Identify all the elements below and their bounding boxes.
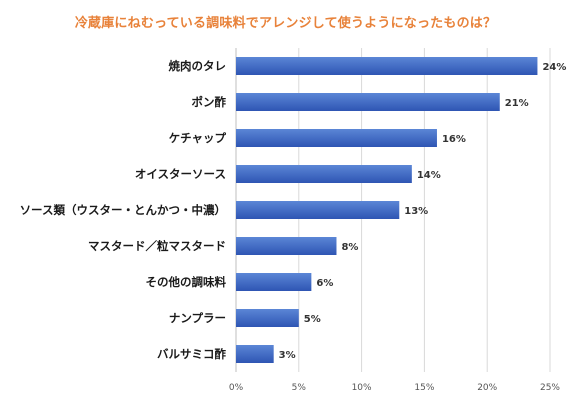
value-label: 13% <box>404 206 428 217</box>
value-label: 21% <box>505 98 529 109</box>
bars <box>236 57 538 363</box>
bar <box>236 165 412 183</box>
x-tick-label: 10% <box>352 383 372 393</box>
value-label: 6% <box>316 278 333 289</box>
category-label: マスタード／粒マスタード <box>88 239 226 253</box>
bar <box>236 273 312 291</box>
value-label: 14% <box>417 170 441 181</box>
category-label: ナンプラー <box>169 311 226 325</box>
x-tick-label: 15% <box>414 383 434 393</box>
category-label: ソース類（ウスター・とんかつ・中濃） <box>20 203 226 217</box>
value-label: 5% <box>304 314 321 325</box>
chart-title: 冷蔵庫にねむっている調味料でアレンジして使うようになったものは？ <box>74 16 497 31</box>
category-label: その他の調味料 <box>146 275 227 289</box>
value-label: 8% <box>341 242 358 253</box>
category-label: バルサミコ酢 <box>157 347 226 361</box>
bar <box>236 93 500 111</box>
x-tick-label: 25% <box>540 383 560 393</box>
value-label: 3% <box>279 350 296 361</box>
labels: 0% 5% 10% 15% 20% 25% 焼肉のタレ 24% ポン酢 21% ケチャップ 16% オイ… <box>20 59 567 393</box>
bar <box>236 129 437 147</box>
bar <box>236 345 274 363</box>
x-tick-label: 5% <box>292 383 307 393</box>
category-label: ケチャップ <box>169 131 227 145</box>
category-label: 焼肉のタレ <box>169 59 227 73</box>
bar <box>236 237 337 255</box>
bar <box>236 57 538 75</box>
bar <box>236 201 400 219</box>
value-label: 16% <box>442 134 466 145</box>
x-tick-label: 0% <box>229 383 244 393</box>
x-tick-label: 20% <box>477 383 497 393</box>
category-label: ポン酢 <box>192 95 227 109</box>
category-label: オイスターソース <box>135 167 226 181</box>
bar <box>236 309 299 327</box>
value-label: 24% <box>542 62 566 73</box>
